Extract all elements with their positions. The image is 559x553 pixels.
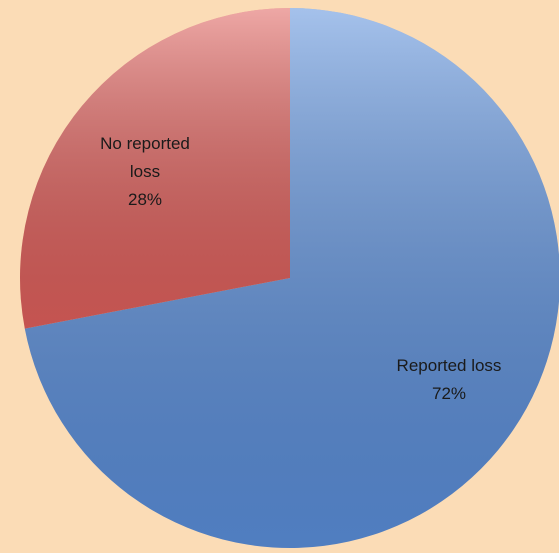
slice-label: No reported loss 28% bbox=[70, 130, 220, 214]
category-label: Reported loss bbox=[396, 356, 502, 375]
slice-label: Reported loss 72% bbox=[374, 352, 524, 408]
value-label: 72% bbox=[431, 384, 467, 403]
value-label: 28% bbox=[127, 190, 163, 209]
category-label: No reported loss bbox=[100, 134, 190, 181]
slice-shade bbox=[24, 8, 559, 548]
slice-shade bbox=[19, 8, 290, 329]
